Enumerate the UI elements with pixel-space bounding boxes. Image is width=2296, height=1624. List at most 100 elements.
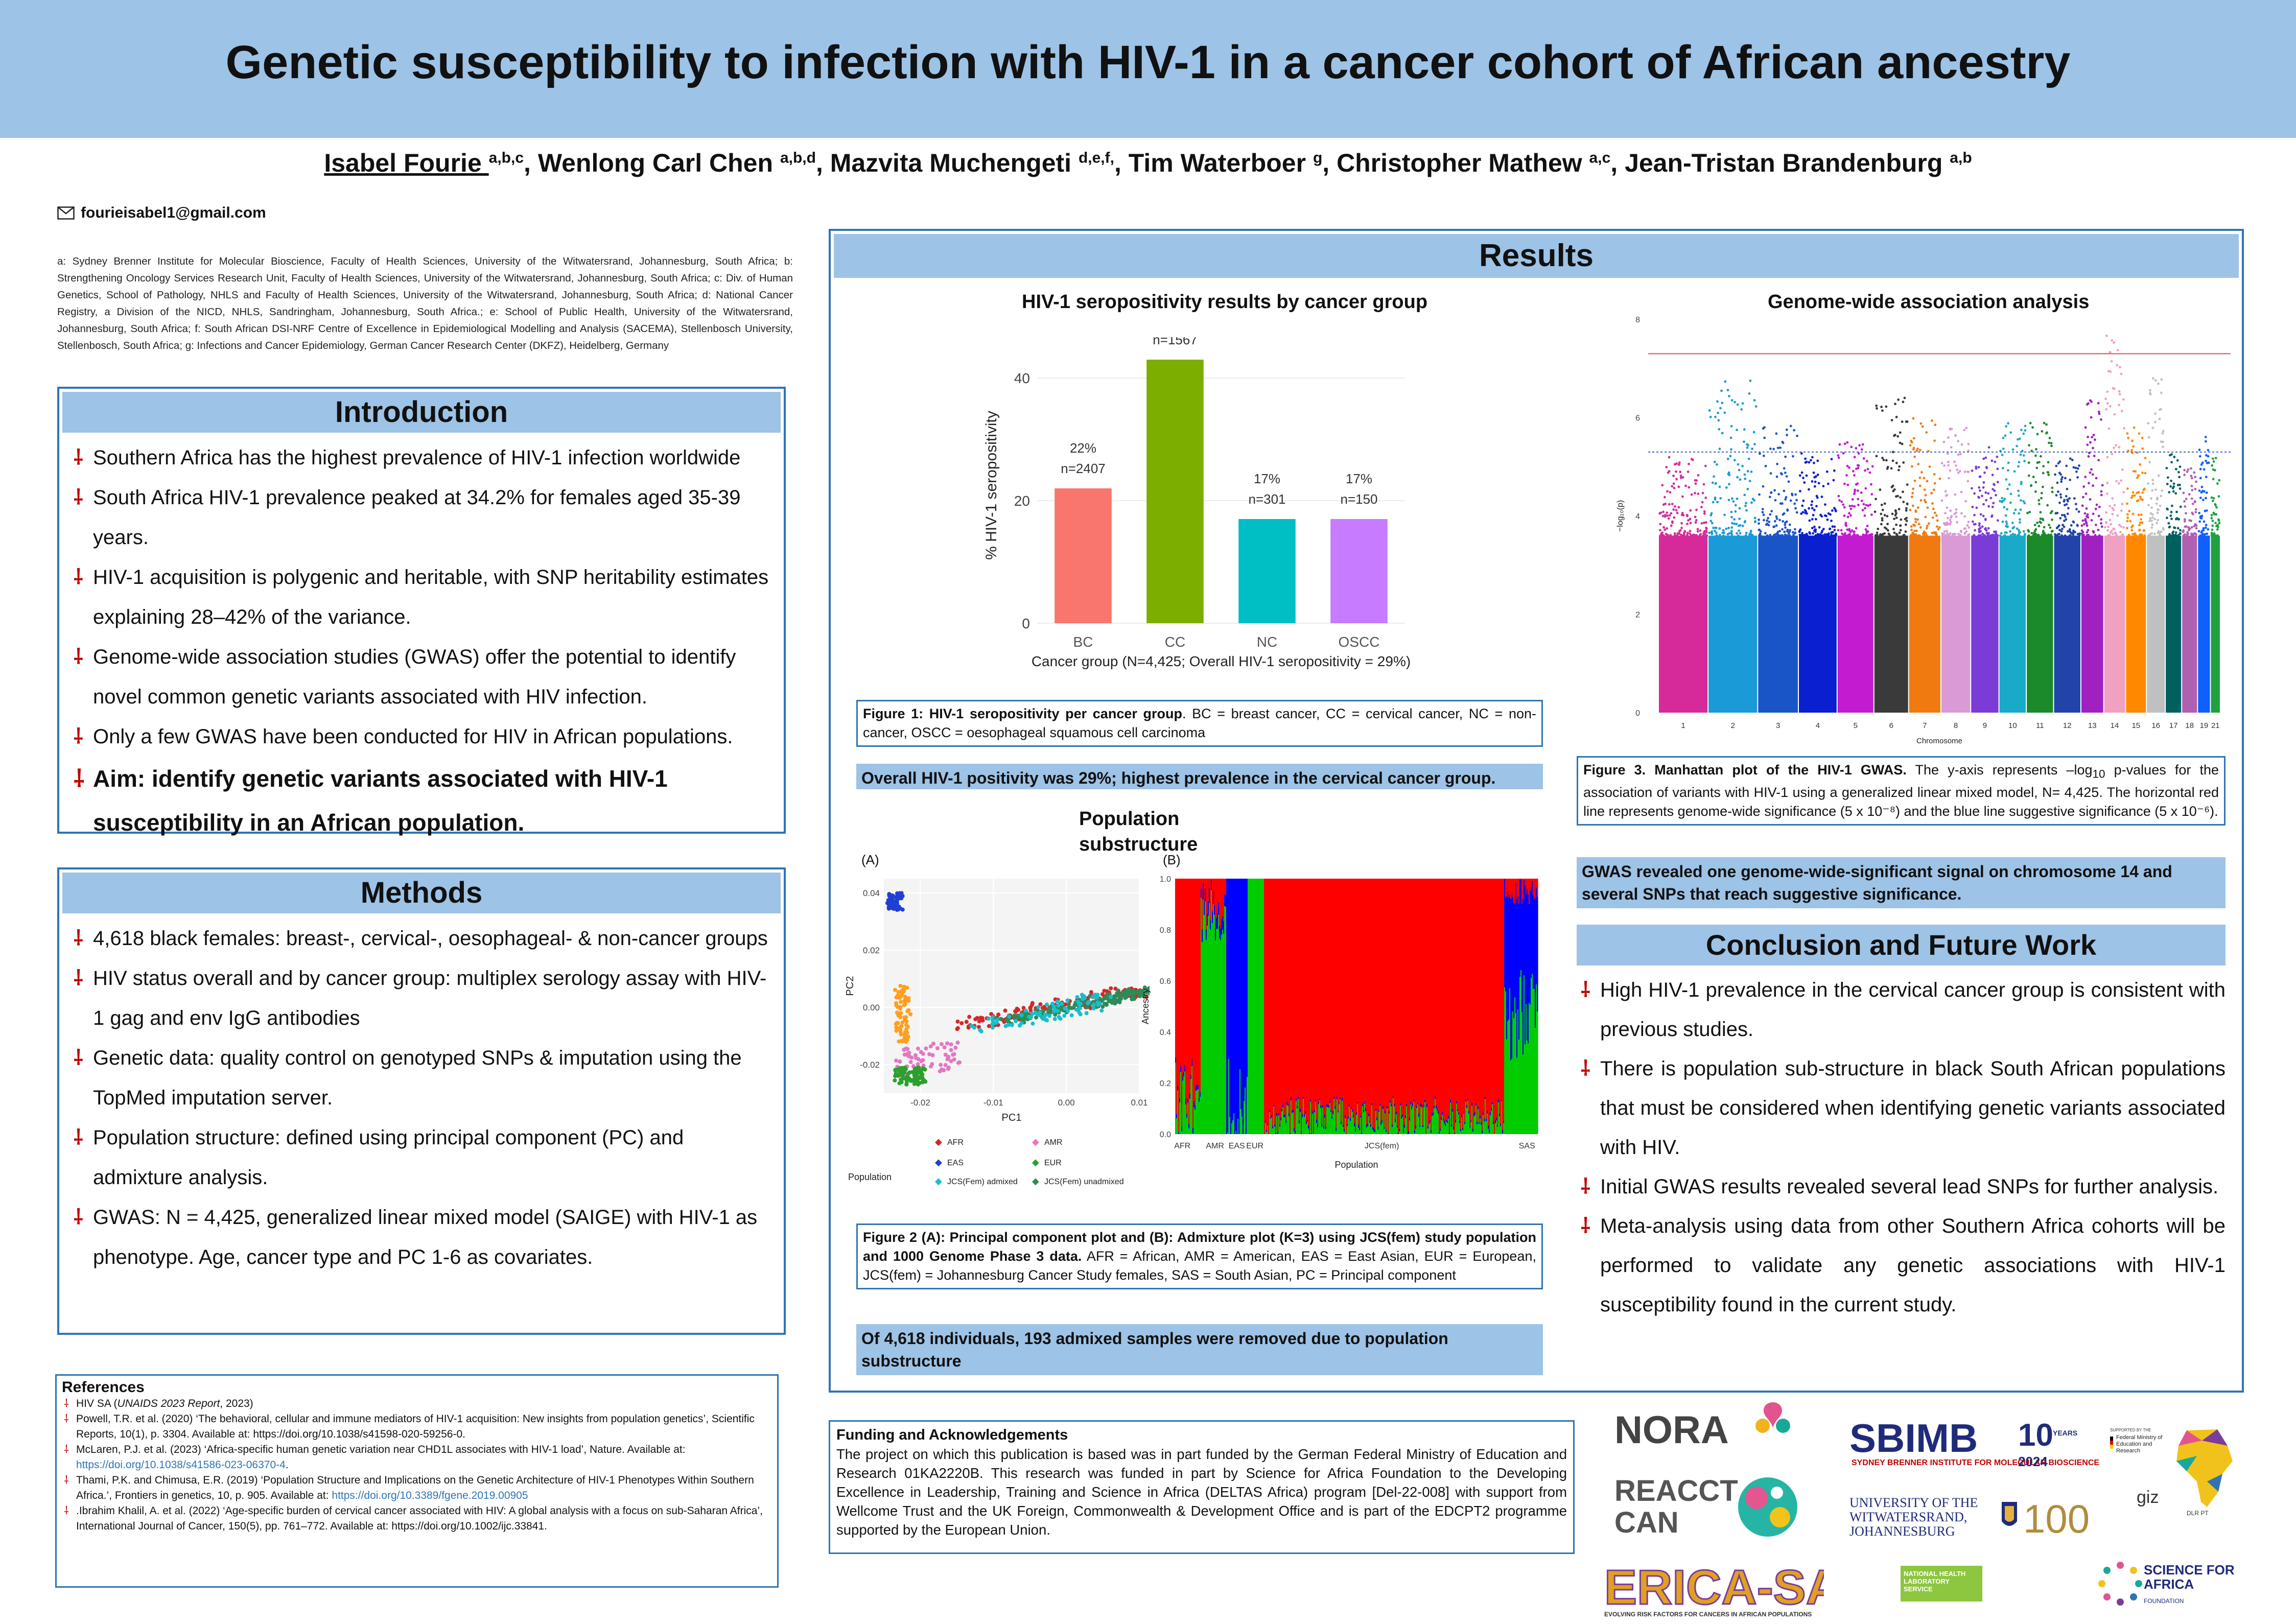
snp-point (2118, 446, 2121, 449)
snp-point (2141, 472, 2144, 474)
ancestry-segment (1529, 879, 1530, 904)
snp-point (1785, 475, 1788, 478)
ancestry-segment (1318, 1101, 1320, 1104)
snp-point (1713, 475, 1715, 478)
ancestry-segment (1197, 1090, 1198, 1134)
ancestry-segment (1462, 1130, 1464, 1134)
ancestry-segment (1424, 1102, 1426, 1134)
snp-point (1736, 476, 1739, 479)
ancestry-segment (1452, 1109, 1454, 1112)
snp-point (1957, 472, 1960, 474)
ancestry-segment (1432, 1116, 1433, 1134)
snp-point (2018, 461, 2021, 464)
contact-email[interactable]: fourieisabel1@gmail.com (81, 204, 266, 221)
snp-point (2047, 534, 2050, 537)
ancestry-segment (1179, 1098, 1181, 1103)
ancestry-segment (1492, 1104, 1493, 1134)
snp-point (2091, 473, 2094, 476)
ancestry-segment (1334, 1109, 1336, 1134)
snp-point (1723, 513, 1726, 516)
snp-point (2151, 513, 2154, 516)
ancestry-segment (1205, 888, 1206, 902)
snp-point (1814, 480, 1817, 483)
snp-point (2043, 526, 2046, 529)
ancestry-segment (1284, 879, 1286, 1116)
snp-point (1699, 529, 1702, 532)
snp-point (2018, 531, 2021, 534)
ancestry-segment (1296, 1097, 1297, 1101)
ancestry-segment (1206, 879, 1207, 930)
y-tick-label: 0.0 (1160, 1131, 1171, 1139)
ancestry-segment (1267, 879, 1269, 1122)
references-list: ⸸ HIV SA (UNAIDS 2023 Report, 2023) ⸸ Powel… (62, 1396, 772, 1534)
ancestry-segment (1200, 1092, 1201, 1097)
snp-point (1830, 458, 1833, 461)
snp-point (1673, 516, 1676, 519)
ancestry-segment (1272, 1126, 1274, 1128)
snp-point (2162, 445, 2164, 449)
ancestry-segment (1467, 1100, 1469, 1134)
snp-point (1698, 534, 1701, 537)
snp-point (1734, 504, 1737, 507)
ancestry-segment (1221, 934, 1223, 1134)
pca-point (1056, 1009, 1060, 1014)
snp-point (2118, 390, 2121, 393)
pca-point (913, 1080, 918, 1085)
reference-link[interactable]: https://doi.org/10.1038/s41586-023-06370… (76, 1459, 286, 1471)
pca-point (986, 1016, 991, 1021)
ancestry-segment (1524, 880, 1525, 976)
ancestry-segment (1281, 1109, 1283, 1112)
snp-point (1849, 514, 1852, 517)
ancestry-segment (1388, 879, 1389, 1133)
ancestry-segment (1350, 879, 1351, 1118)
ancestry-segment (1392, 1124, 1393, 1127)
snp-point (2017, 494, 2020, 497)
snp-point (2012, 512, 2016, 515)
snp-point (1709, 514, 1713, 517)
ancestry-segment (1537, 897, 1538, 1012)
ancestry-segment (1212, 911, 1213, 923)
snp-point (2029, 484, 2032, 487)
snp-point (1943, 533, 1946, 536)
snp-point (1816, 474, 1819, 476)
snp-point (2004, 514, 2007, 517)
snp-point (2086, 524, 2089, 527)
snp-point (1981, 525, 1984, 528)
ancestry-segment (1271, 1117, 1273, 1134)
ancestry-segment (1486, 1121, 1487, 1134)
ancestry-segment (1381, 879, 1383, 1120)
snp-point (1984, 527, 1987, 530)
snp-point (1995, 530, 1998, 533)
ancestry-segment (1379, 879, 1381, 1104)
ancestry-segment (1180, 1066, 1182, 1072)
ancestry-segment (1430, 879, 1431, 1120)
snp-point (2087, 455, 2090, 458)
ancestry-segment (1365, 1108, 1367, 1112)
ancestry-segment (1455, 879, 1457, 1120)
snp-point (1695, 479, 1698, 482)
ancestry-segment (1465, 1101, 1467, 1134)
snp-point (1696, 528, 1699, 531)
snp-point (1723, 531, 1725, 534)
reacct-logo-line2: CAN (1614, 1506, 1679, 1539)
ancestry-segment (1297, 1108, 1298, 1134)
ancestry-segment (1447, 879, 1448, 1121)
ancestry-segment (1209, 887, 1210, 903)
snp-point (1823, 533, 1826, 536)
snp-point (1870, 493, 1873, 496)
snp-point (1682, 532, 1685, 534)
reference-link[interactable]: https://doi.org/10.3389/fgene.2019.00905 (332, 1490, 528, 1501)
snp-point (2089, 399, 2092, 402)
ancestry-segment (1438, 1113, 1439, 1134)
snp-point (2022, 500, 2025, 503)
ancestry-segment (1267, 1122, 1269, 1125)
ancestry-segment (1199, 1102, 1200, 1134)
snp-point (1937, 528, 1940, 531)
snp-point (1967, 526, 1971, 529)
snp-point (2084, 476, 2087, 479)
snp-point (2205, 491, 2208, 494)
ancestry-segment (1495, 879, 1496, 1120)
pca-point (1092, 1002, 1096, 1007)
pca-point (1067, 1005, 1071, 1010)
